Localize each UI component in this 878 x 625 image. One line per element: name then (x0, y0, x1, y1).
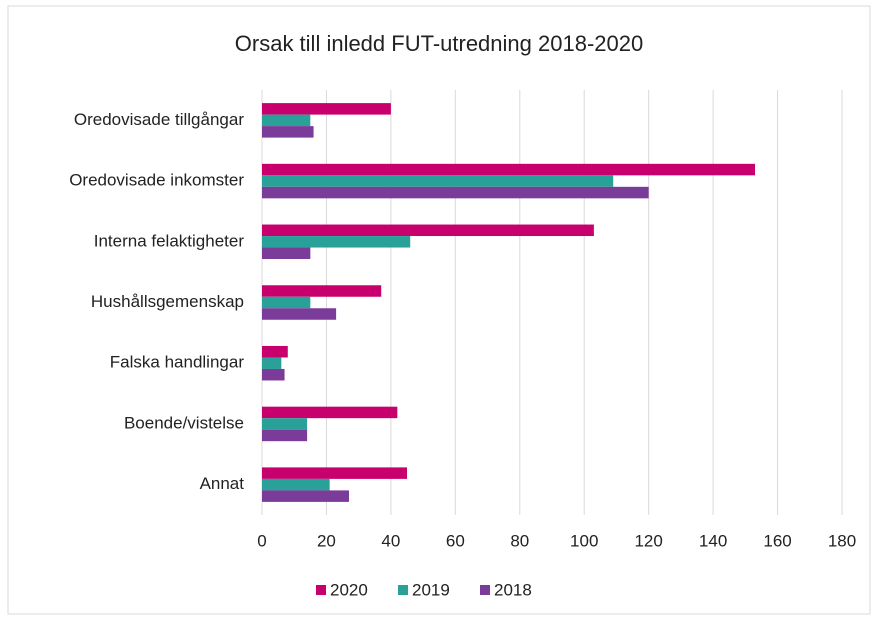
x-tick-label: 180 (828, 531, 856, 550)
x-tick-label: 20 (317, 531, 336, 550)
x-tick-label: 140 (699, 531, 727, 550)
bar (262, 247, 311, 260)
bar (262, 478, 330, 491)
bar (262, 490, 349, 502)
legend-label: 2018 (494, 580, 532, 599)
bar (262, 429, 308, 442)
y-tick-label: Hushållsgemenskap (91, 292, 244, 311)
x-tick-label: 60 (446, 531, 465, 550)
legend-swatch (316, 585, 326, 595)
legend-swatch (398, 585, 408, 595)
bar (262, 368, 285, 381)
chart-frame (7, 5, 871, 615)
bar (262, 406, 398, 419)
legend-label: 2019 (412, 580, 450, 599)
bar (262, 345, 288, 358)
bar (262, 163, 755, 176)
y-tick-label: Falska handlingar (110, 353, 245, 372)
x-tick-label: 80 (510, 531, 529, 550)
x-tick-label: 40 (381, 531, 400, 550)
bar (262, 126, 314, 138)
legend-label: 2020 (330, 580, 368, 599)
x-tick-label: 120 (634, 531, 662, 550)
bar (262, 418, 308, 430)
bar (262, 114, 311, 127)
x-tick-label: 0 (257, 531, 266, 550)
y-tick-label: Annat (200, 474, 245, 493)
y-tick-label: Oredovisade inkomster (69, 171, 244, 190)
bar (262, 236, 411, 248)
bar (262, 285, 382, 297)
bar (262, 467, 407, 479)
bar (262, 186, 649, 199)
bar (262, 296, 311, 309)
x-tick-label: 160 (763, 531, 791, 550)
legend-swatch (480, 585, 490, 595)
y-tick-label: Boende/vistelse (124, 413, 244, 432)
x-tick-label: 100 (570, 531, 598, 550)
bar (262, 103, 391, 115)
chart-title: Orsak till inledd FUT-utredning 2018-202… (235, 31, 643, 56)
bar (262, 224, 594, 237)
y-tick-label: Interna felaktigheter (94, 231, 245, 250)
y-tick-label: Oredovisade tillgångar (74, 110, 244, 129)
bar (262, 175, 614, 187)
bar (262, 308, 337, 320)
bar (262, 357, 282, 369)
